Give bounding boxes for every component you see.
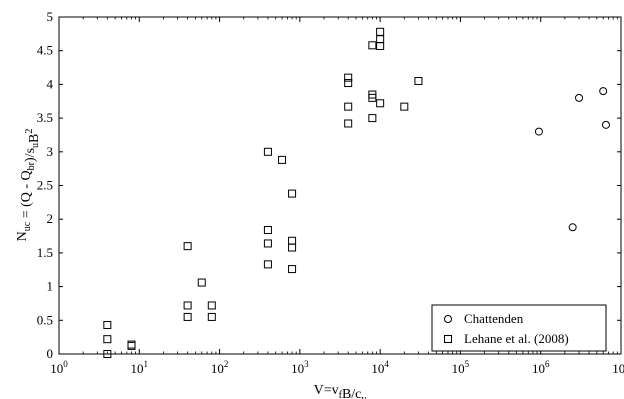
x-tick-label: 100 [50, 359, 68, 376]
lehane-point [414, 77, 423, 86]
y-tick-label: 1 [47, 279, 54, 294]
lehane-point [376, 99, 385, 108]
y-axis-label: Nuc = (Q - Qbr)/suB2 [15, 129, 42, 242]
y-tick-label: 2.5 [37, 178, 53, 193]
lehane-point [288, 265, 297, 274]
chattenden-point [534, 127, 543, 136]
lehane-point [288, 243, 297, 252]
legend-item-lehane: Lehane et al. (2008) [444, 331, 569, 346]
lehane-point [197, 278, 206, 287]
lehane-point [103, 321, 112, 330]
legend-box [431, 304, 607, 352]
data-points [103, 27, 610, 358]
x-tick-label: 103 [291, 359, 309, 376]
lehane-point [400, 102, 409, 111]
x-axis-label: V=vfB/cv [314, 383, 367, 399]
lehane-point [263, 239, 272, 248]
y-tick-label: 1.5 [37, 245, 53, 260]
x-tick-label: 107 [612, 359, 624, 376]
lehane-point [368, 93, 377, 102]
chattenden-point [599, 87, 608, 96]
lehane-point [207, 301, 216, 310]
lehane-point [183, 242, 192, 251]
lehane-point [278, 155, 287, 164]
lehane-point [183, 301, 192, 310]
y-tick-label: 4.5 [37, 43, 53, 58]
x-tick-label: 102 [211, 359, 229, 376]
x-axis: 100101102103104105106107 [50, 17, 624, 376]
lehane-point [288, 189, 297, 198]
y-tick-label: 2 [47, 211, 54, 226]
chattenden-point [568, 223, 577, 232]
y-tick-label: 3.5 [37, 110, 53, 125]
x-tick-label: 104 [371, 359, 389, 376]
lehane-point [344, 102, 353, 111]
lehane-point [183, 312, 192, 321]
plot-area-frame [58, 16, 622, 355]
y-tick-label: 0 [47, 346, 54, 361]
legend-circle-marker [444, 315, 452, 323]
lehane-point [344, 73, 353, 82]
legend-label-lehane: Lehane et al. (2008) [464, 331, 569, 346]
legend-square-marker [444, 335, 452, 343]
lehane-point [263, 260, 272, 269]
chattenden-point [601, 120, 610, 129]
x-tick-label: 105 [452, 359, 470, 376]
lehane-point [376, 41, 385, 50]
x-tick-label: 106 [532, 359, 550, 376]
lehane-point [344, 79, 353, 88]
lehane-point [103, 350, 112, 358]
lehane-point [207, 312, 216, 321]
y-tick-label: 3 [47, 144, 54, 159]
legend-label-chattenden: Chattenden [464, 311, 524, 326]
chattenden-point [575, 93, 584, 102]
y-tick-label: 4 [47, 76, 54, 91]
y-tick-label: 0.5 [37, 312, 53, 327]
x-tick-label: 101 [131, 359, 149, 376]
lehane-point [103, 335, 112, 344]
y-tick-label: 5 [47, 9, 54, 24]
legend-item-chattenden: Chattenden [444, 311, 524, 326]
lehane-point [344, 119, 353, 128]
lehane-point [127, 340, 136, 349]
lehane-point [263, 147, 272, 156]
lehane-point [368, 114, 377, 123]
y-axis: 0 0.5 1 1.5 2 2.5 3 3.5 4 4.5 5 [37, 9, 621, 361]
lehane-point [368, 41, 377, 50]
lehane-point [263, 225, 272, 234]
legend: Chattenden Lehane et al. (2008) [431, 304, 607, 352]
